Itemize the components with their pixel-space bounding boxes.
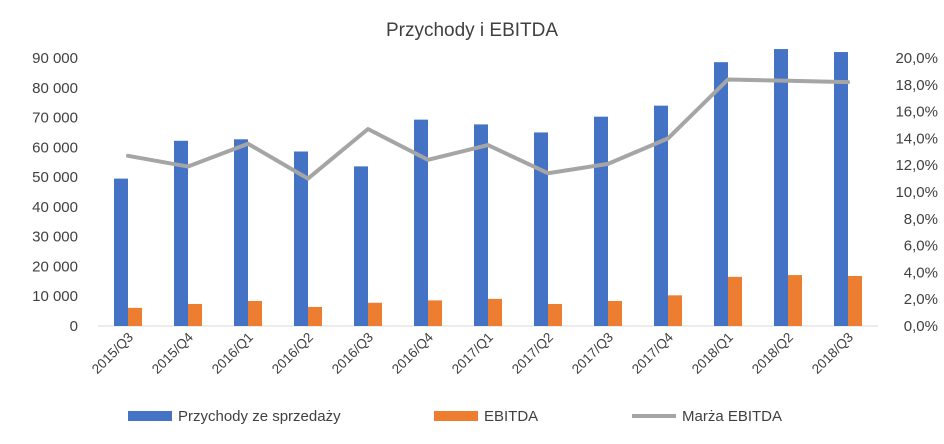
x-tick-label: 2018/Q2 xyxy=(749,330,796,377)
y-right-tick-label: 12,0% xyxy=(895,157,938,174)
bar-ebitda xyxy=(248,301,262,326)
bar-revenue xyxy=(474,124,488,326)
y-right-tick-label: 10,0% xyxy=(895,184,938,201)
y-left-tick-label: 90 000 xyxy=(32,50,78,67)
chart-title: Przychody i EBITDA xyxy=(386,20,558,41)
x-tick-label: 2016/Q3 xyxy=(329,330,376,377)
x-tick-label: 2017/Q3 xyxy=(569,330,616,377)
bar-ebitda xyxy=(488,299,502,326)
y-right-tick-label: 14,0% xyxy=(895,130,938,147)
y-left-tick-label: 40 000 xyxy=(32,199,78,216)
y-right-tick-label: 18,0% xyxy=(895,77,938,94)
y-right-tick-label: 0,0% xyxy=(904,318,938,335)
y-left-tick-label: 10 000 xyxy=(32,288,78,305)
bar-revenue xyxy=(354,166,368,326)
y-right-tick-label: 4,0% xyxy=(904,264,938,281)
bar-revenue xyxy=(774,49,788,326)
legend-swatch-0 xyxy=(128,411,172,421)
y-left-tick-label: 20 000 xyxy=(32,258,78,275)
bar-revenue xyxy=(414,120,428,326)
y-right-tick-label: 16,0% xyxy=(895,104,938,121)
bar-ebitda xyxy=(308,307,322,326)
bar-ebitda xyxy=(188,304,202,326)
x-tick-label: 2015/Q4 xyxy=(149,329,197,377)
bar-revenue xyxy=(174,141,188,326)
bar-ebitda xyxy=(128,308,142,326)
legend-label-1: EBITDA xyxy=(484,408,538,425)
y-left-tick-label: 0 xyxy=(70,318,78,335)
bar-revenue xyxy=(534,132,548,326)
legend-label-0: Przychody ze sprzedaży xyxy=(178,408,341,425)
bar-ebitda xyxy=(728,277,742,326)
y-right-tick-label: 2,0% xyxy=(904,291,938,308)
x-tick-label: 2017/Q2 xyxy=(509,330,556,377)
x-tick-label: 2018/Q1 xyxy=(689,330,736,377)
y-left-tick-label: 60 000 xyxy=(32,139,78,156)
bar-ebitda xyxy=(848,276,862,326)
x-tick-label: 2016/Q4 xyxy=(389,329,437,377)
x-tick-label: 2016/Q1 xyxy=(209,330,256,377)
bar-ebitda xyxy=(368,303,382,326)
bars-group xyxy=(114,49,862,326)
y-left-tick-label: 70 000 xyxy=(32,110,78,127)
y-right-tick-label: 8,0% xyxy=(904,211,938,228)
bar-revenue xyxy=(234,139,248,326)
y-left-tick-label: 80 000 xyxy=(32,80,78,97)
x-tick-label: 2016/Q2 xyxy=(269,330,316,377)
x-tick-label: 2017/Q4 xyxy=(629,329,677,377)
y-right-tick-label: 20,0% xyxy=(895,50,938,67)
x-tick-label: 2015/Q3 xyxy=(89,330,136,377)
bar-revenue xyxy=(594,117,608,326)
y-right-tick-label: 6,0% xyxy=(904,238,938,255)
legend-label-2: Marża EBITDA xyxy=(682,408,782,425)
x-tick-label: 2017/Q1 xyxy=(449,330,496,377)
bar-revenue xyxy=(114,179,128,326)
bar-ebitda xyxy=(788,275,802,326)
bar-ebitda xyxy=(668,295,682,326)
bar-ebitda xyxy=(608,301,622,326)
bar-ebitda xyxy=(428,300,442,326)
bar-revenue xyxy=(714,62,728,326)
bar-revenue xyxy=(834,52,848,326)
bar-ebitda xyxy=(548,304,562,326)
y-left-tick-label: 50 000 xyxy=(32,169,78,186)
legend: Przychody ze sprzedaży EBITDA Marża EBITDA xyxy=(128,408,782,425)
legend-swatch-1 xyxy=(434,411,478,421)
x-tick-label: 2018/Q3 xyxy=(809,330,856,377)
y-left-tick-label: 30 000 xyxy=(32,229,78,246)
